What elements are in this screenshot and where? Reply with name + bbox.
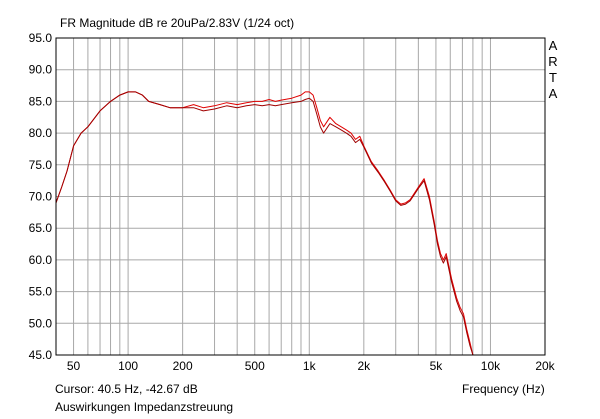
x-tick-label: 50 [67,359,81,373]
caption-note: Auswirkungen Impedanzstreuung [55,400,234,414]
x-tick-label: 10k [481,359,501,373]
watermark-letter: A [548,38,558,53]
watermark-letter: A [548,86,558,101]
y-tick-label: 80.0 [29,126,53,140]
x-axis-label: Frequency (Hz) [462,382,545,396]
x-tick-label: 200 [173,359,193,373]
y-tick-label: 90.0 [29,63,53,77]
y-tick-label: 60.0 [29,253,53,267]
y-tick-label: 85.0 [29,94,53,108]
x-tick-label: 20k [535,359,555,373]
y-tick-label: 70.0 [29,190,53,204]
y-tick-labels: 95.0 90.0 85.0 80.0 75.0 70.0 65.0 60.0 55.0 50.0… [29,31,53,362]
chart-grid [56,38,545,355]
response-curve [55,91,474,356]
x-tick-label: 2k [357,359,371,373]
y-tick-label: 55.0 [29,285,53,299]
y-tick-label: 50.0 [29,316,53,330]
cursor-readout: Cursor: 40.5 Hz, -42.67 dB [55,382,198,396]
watermark-letter: T [549,70,557,85]
arta-watermark: A R T A [546,38,560,102]
y-tick-label: 75.0 [29,158,53,172]
plot-frame [55,37,546,356]
y-tick-label: 65.0 [29,221,53,235]
chart-curves [55,91,474,356]
x-tick-label: 100 [118,359,138,373]
y-tick-label: 95.0 [29,31,53,45]
y-tick-label: 45.0 [29,348,53,362]
response-curve [55,91,474,356]
chart-title: FR Magnitude dB re 20uPa/2.83V (1/24 oct… [60,16,295,30]
x-tick-label: 500 [245,359,265,373]
x-tick-label: 1k [303,359,317,373]
x-tick-labels: 50 100 200 500 1k 2k 5k 10k 20k [67,359,556,373]
x-tick-label: 5k [430,359,444,373]
watermark-letter: R [548,54,558,69]
